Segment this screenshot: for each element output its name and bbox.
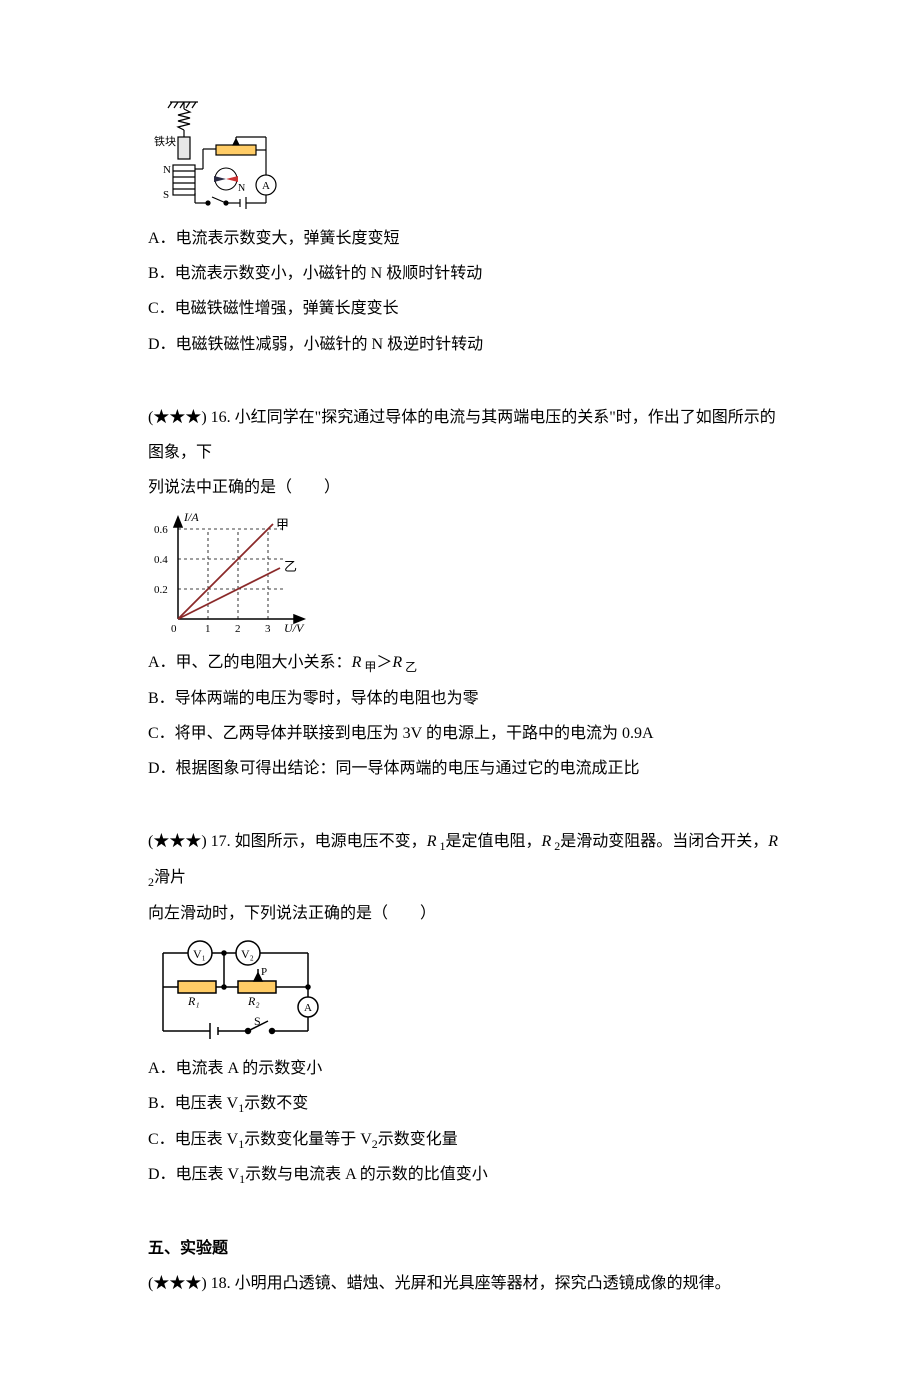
q16-option-b: B．导体两端的电压为零时，导体的电阻也为零	[148, 681, 782, 716]
ytick-06: 0.6	[154, 524, 168, 536]
series-yi: 乙	[284, 559, 297, 574]
label-N: N	[163, 164, 171, 176]
q17-option-b: B．电压表 V1示数不变	[148, 1086, 782, 1122]
q17-r2s: 2	[551, 840, 560, 854]
q17-r1: R	[427, 833, 437, 850]
q17-d-post: 示数与电流表 A 的示数的比值变小	[245, 1166, 488, 1183]
q16-num: 16.	[211, 409, 231, 426]
q15-option-a: A．电流表示数变大，弹簧长度变短	[148, 221, 782, 256]
xtick-3: 3	[265, 623, 271, 635]
ammeter-A: A	[262, 180, 270, 192]
y-axis-label: I/A	[183, 510, 199, 524]
q16-a-r1: R	[352, 654, 362, 671]
P: P	[261, 966, 267, 978]
section-5-title: 五、实验题	[148, 1231, 782, 1266]
q17-s1d: 滑片	[154, 869, 186, 886]
origin-0: 0	[171, 623, 177, 635]
xtick-1: 1	[205, 623, 211, 635]
q17-option-d: D．电压表 V1示数与电流表 A 的示数的比值变小	[148, 1157, 782, 1193]
q17-stars: (★★★)	[148, 833, 207, 850]
q17-r22: R	[768, 833, 778, 850]
q16-option-c: C．将甲、乙两导体并联接到电压为 3V 的电源上，干路中的电流为 0.9A	[148, 716, 782, 751]
q17-c-mid: 示数变化量等于 V	[244, 1131, 372, 1148]
q18-text: 小明用凸透镜、蜡烛、光屏和光具座等器材，探究凸透镜成像的规律。	[235, 1275, 731, 1292]
q16-stem1: 小红同学在"探究通过导体的电流与其两端电压的关系"时，作出了如图所示的图象，下	[148, 409, 776, 461]
q15-option-c: C．电磁铁磁性增强，弹簧长度变长	[148, 291, 782, 326]
q17-r2: R	[541, 833, 551, 850]
q16-a-r2: R	[392, 654, 402, 671]
series-jia: 甲	[276, 517, 289, 532]
q17-s1c: 是滑动变阻器。当闭合开关，	[560, 833, 768, 850]
q17-option-c: C．电压表 V1示数变化量等于 V2示数变化量	[148, 1122, 782, 1158]
q16-stem-line2: 列说法中正确的是（ ）	[148, 470, 782, 505]
q17-option-a: A．电流表 A 的示数变小	[148, 1051, 782, 1086]
label-S: S	[163, 189, 169, 201]
q17-c-pre: C．电压表 V	[148, 1131, 238, 1148]
ytick-02: 0.2	[154, 584, 168, 596]
q15-option-b: B．电流表示数变小，小磁针的 N 极顺时针转动	[148, 256, 782, 291]
q15-option-d: D．电磁铁磁性减弱，小磁针的 N 极逆时针转动	[148, 327, 782, 362]
q16-option-a: A．甲、乙的电阻大小关系：R 甲＞R 乙	[148, 645, 782, 681]
q17-stem-line2: 向左滑动时，下列说法正确的是（ ）	[148, 896, 782, 931]
q17-num: 17.	[211, 833, 231, 850]
q15-circuit-figure: 铁块 N S	[148, 99, 782, 215]
q16-stars: (★★★)	[148, 409, 207, 426]
q18-stars: (★★★)	[148, 1275, 207, 1292]
q17-s1a: 如图所示，电源电压不变，	[235, 833, 427, 850]
q16-chart-figure: I/A 0.6 0.4 0.2 0 1 2 3 U/V 甲 乙	[148, 509, 782, 639]
q17-d-pre: D．电压表 V	[148, 1166, 239, 1183]
q16-a-r1s: 甲	[361, 661, 376, 675]
q16-option-d: D．根据图象可得出结论：同一导体两端的电压与通过它的电流成正比	[148, 751, 782, 786]
R1-label: R₁	[187, 994, 200, 1008]
x-axis-label: U/V	[284, 621, 305, 635]
xtick-2: 2	[235, 623, 241, 635]
compass-N: N	[238, 183, 245, 194]
q18-num: 18.	[211, 1275, 231, 1292]
q17-stem-line1: (★★★) 17. 如图所示，电源电压不变，R 1是定值电阻，R 2是滑动变阻器…	[148, 824, 782, 895]
V2: V₂	[241, 947, 254, 961]
q16-a-r2s: 乙	[402, 661, 417, 675]
q17-circuit-figure: V₁ V₂	[148, 935, 782, 1045]
A-label: A	[304, 1002, 312, 1014]
V1: V₁	[193, 947, 206, 961]
q15-circuit-svg: 铁块 N S	[148, 99, 298, 215]
q17-c-post: 示数变化量	[378, 1131, 458, 1148]
R2-label: R₂	[247, 994, 260, 1008]
q16-chart-svg: I/A 0.6 0.4 0.2 0 1 2 3 U/V 甲 乙	[148, 509, 318, 639]
q16-a-gt: ＞	[376, 654, 392, 671]
q16-stem-line1: (★★★) 16. 小红同学在"探究通过导体的电流与其两端电压的关系"时，作出了…	[148, 400, 782, 470]
q18-stem: (★★★) 18. 小明用凸透镜、蜡烛、光屏和光具座等器材，探究凸透镜成像的规律…	[148, 1266, 782, 1301]
q16-a-prefix: A．甲、乙的电阻大小关系：	[148, 654, 352, 671]
q17-s1b: 是定值电阻，	[445, 833, 541, 850]
q17-circuit-svg: V₁ V₂	[148, 935, 328, 1045]
S-label: S	[254, 1014, 261, 1028]
label-iron-1: 铁块	[154, 135, 176, 148]
ytick-04: 0.4	[154, 554, 168, 566]
q17-b-post: 示数不变	[244, 1095, 308, 1112]
q17-b-pre: B．电压表 V	[148, 1095, 238, 1112]
